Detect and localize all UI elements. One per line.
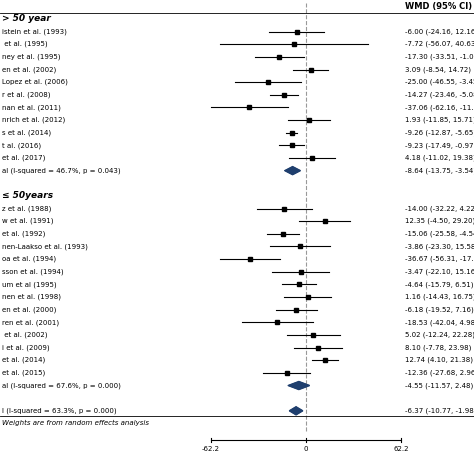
Text: istein et al. (1993): istein et al. (1993) (1, 28, 66, 35)
Text: -17.30 (-33.51, -1.09): -17.30 (-33.51, -1.09) (405, 54, 474, 60)
Polygon shape (285, 166, 301, 175)
Text: r et al. (2008): r et al. (2008) (1, 91, 50, 98)
Text: 4.18 (-11.02, 19.38): 4.18 (-11.02, 19.38) (405, 155, 474, 161)
Text: -37.06 (-62.16, -11.96): -37.06 (-62.16, -11.96) (405, 104, 474, 111)
Text: -15.06 (-25.58, -4.54): -15.06 (-25.58, -4.54) (405, 230, 474, 237)
Text: et al. (2002): et al. (2002) (1, 332, 47, 338)
Text: 12.74 (4.10, 21.38): 12.74 (4.10, 21.38) (405, 357, 473, 364)
Text: 1.16 (-14.43, 16.75): 1.16 (-14.43, 16.75) (405, 294, 474, 301)
Text: al (I-squared = 46.7%, p = 0.043): al (I-squared = 46.7%, p = 0.043) (1, 167, 120, 174)
Text: -9.23 (-17.49, -0.97): -9.23 (-17.49, -0.97) (405, 142, 474, 149)
Polygon shape (288, 382, 310, 390)
Text: oa et al. (1994): oa et al. (1994) (1, 256, 55, 263)
Text: ≤ 50years: ≤ 50years (1, 191, 53, 201)
Text: s et al. (2014): s et al. (2014) (1, 129, 51, 136)
Text: l (I-squared = 63.3%, p = 0.000): l (I-squared = 63.3%, p = 0.000) (1, 408, 116, 414)
Text: -14.00 (-32.22, 4.22): -14.00 (-32.22, 4.22) (405, 205, 474, 212)
Text: w et al. (1991): w et al. (1991) (1, 218, 53, 225)
Text: -6.00 (-24.16, 12.16): -6.00 (-24.16, 12.16) (405, 28, 474, 35)
Text: um et al (1995): um et al (1995) (1, 281, 56, 288)
Text: en et al. (2000): en et al. (2000) (1, 306, 56, 313)
Text: -25.00 (-46.55, -3.45): -25.00 (-46.55, -3.45) (405, 79, 474, 85)
Text: al (I-squared = 67.6%, p = 0.000): al (I-squared = 67.6%, p = 0.000) (1, 382, 120, 389)
Text: -3.47 (-22.10, 15.16): -3.47 (-22.10, 15.16) (405, 268, 474, 275)
Text: t al. (2016): t al. (2016) (1, 142, 41, 149)
Text: nen-Laakso et al. (1993): nen-Laakso et al. (1993) (1, 243, 87, 250)
Text: 0: 0 (303, 446, 308, 452)
Text: et al. (1995): et al. (1995) (1, 41, 47, 47)
Text: 1.93 (-11.85, 15.71): 1.93 (-11.85, 15.71) (405, 117, 474, 123)
Text: -12.36 (-27.68, 2.96): -12.36 (-27.68, 2.96) (405, 370, 474, 376)
Text: -3.86 (-23.30, 15.58): -3.86 (-23.30, 15.58) (405, 243, 474, 250)
Text: 62.2: 62.2 (393, 446, 409, 452)
Text: -6.18 (-19.52, 7.16): -6.18 (-19.52, 7.16) (405, 306, 474, 313)
Text: -18.53 (-42.04, 4.98): -18.53 (-42.04, 4.98) (405, 319, 474, 326)
Text: -9.26 (-12.87, -5.65): -9.26 (-12.87, -5.65) (405, 129, 474, 136)
Text: et al. (2015): et al. (2015) (1, 370, 45, 376)
Text: et al. (2017): et al. (2017) (1, 155, 45, 161)
Text: i et al. (2009): i et al. (2009) (1, 344, 49, 351)
Text: 3.09 (-8.54, 14.72): 3.09 (-8.54, 14.72) (405, 66, 471, 73)
Text: -8.64 (-13.75, -3.54): -8.64 (-13.75, -3.54) (405, 167, 474, 174)
Text: -62.2: -62.2 (202, 446, 220, 452)
Text: nan et al. (2011): nan et al. (2011) (1, 104, 60, 111)
Text: et al. (2014): et al. (2014) (1, 357, 45, 364)
Text: -36.67 (-56.31, -17.03): -36.67 (-56.31, -17.03) (405, 256, 474, 263)
Text: WMD (95% CI): WMD (95% CI) (405, 2, 472, 11)
Text: et al. (1992): et al. (1992) (1, 230, 45, 237)
Text: Weights are from random effects analysis: Weights are from random effects analysis (1, 420, 148, 427)
Text: -14.27 (-23.46, -5.08): -14.27 (-23.46, -5.08) (405, 91, 474, 98)
Text: -4.64 (-15.79, 6.51): -4.64 (-15.79, 6.51) (405, 281, 474, 288)
Text: nen et al. (1998): nen et al. (1998) (1, 294, 61, 301)
Polygon shape (289, 407, 303, 415)
Text: en et al. (2002): en et al. (2002) (1, 66, 56, 73)
Text: -6.37 (-10.77, -1.98): -6.37 (-10.77, -1.98) (405, 408, 474, 414)
Text: sson et al. (1994): sson et al. (1994) (1, 268, 63, 275)
Text: -7.72 (-56.07, 40.63): -7.72 (-56.07, 40.63) (405, 41, 474, 47)
Text: 5.02 (-12.24, 22.28): 5.02 (-12.24, 22.28) (405, 332, 474, 338)
Text: ney et al. (1995): ney et al. (1995) (1, 54, 60, 60)
Text: ren et al. (2001): ren et al. (2001) (1, 319, 59, 326)
Text: > 50 year: > 50 year (1, 15, 50, 23)
Text: -4.55 (-11.57, 2.48): -4.55 (-11.57, 2.48) (405, 382, 474, 389)
Text: nrich et al. (2012): nrich et al. (2012) (1, 117, 65, 123)
Text: z et al. (1988): z et al. (1988) (1, 205, 51, 212)
Text: Lopez et al. (2006): Lopez et al. (2006) (1, 79, 67, 85)
Text: 8.10 (-7.78, 23.98): 8.10 (-7.78, 23.98) (405, 344, 472, 351)
Text: 12.35 (-4.50, 29.20): 12.35 (-4.50, 29.20) (405, 218, 474, 225)
